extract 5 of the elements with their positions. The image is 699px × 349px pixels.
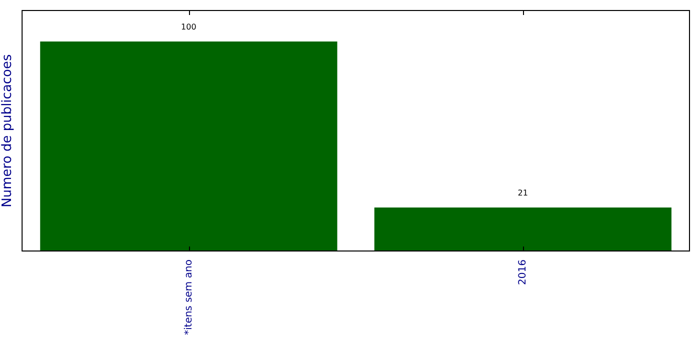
y-axis-title: Numero de publicacoes — [0, 54, 16, 208]
data-label: 21 — [518, 188, 528, 198]
x-tick-label: *itens sem ano — [183, 260, 194, 336]
x-tick-label: 2016 — [517, 260, 528, 286]
data-label: 100 — [181, 22, 196, 32]
